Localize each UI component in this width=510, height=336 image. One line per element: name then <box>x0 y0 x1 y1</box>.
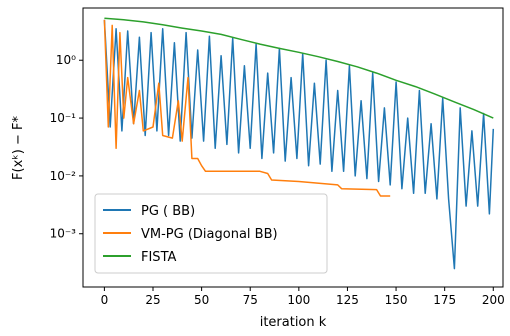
legend-label: VM-PG (Diagonal BB) <box>141 227 278 242</box>
x-tick-label: 75 <box>243 293 258 307</box>
x-tick-label: 150 <box>385 293 408 307</box>
series-line <box>103 19 495 270</box>
x-axis-label: iteration k <box>260 315 327 330</box>
x-tick-label: 175 <box>433 293 456 307</box>
x-tick-label: 125 <box>336 293 359 307</box>
x-tick-label: 200 <box>482 293 505 307</box>
y-tick-label: 10⁻² <box>50 169 77 183</box>
series-line <box>104 17 494 119</box>
x-tick-label: 0 <box>101 293 109 307</box>
x-tick-label: 50 <box>194 293 209 307</box>
series-line <box>103 19 391 197</box>
legend-box <box>94 193 328 274</box>
plot-frame <box>82 7 504 288</box>
x-tick-label: 25 <box>145 293 160 307</box>
y-tick-label: 10⁰ <box>56 53 76 67</box>
legend-label: FISTA <box>141 250 176 265</box>
x-tick-label: 100 <box>287 293 310 307</box>
y-axis-label: F(xᵏ) − F* <box>11 116 26 180</box>
y-tick-label: 10⁻¹ <box>50 111 77 125</box>
y-tick-label: 10⁻³ <box>50 227 77 241</box>
legend-label: PG ( BB) <box>141 204 195 219</box>
